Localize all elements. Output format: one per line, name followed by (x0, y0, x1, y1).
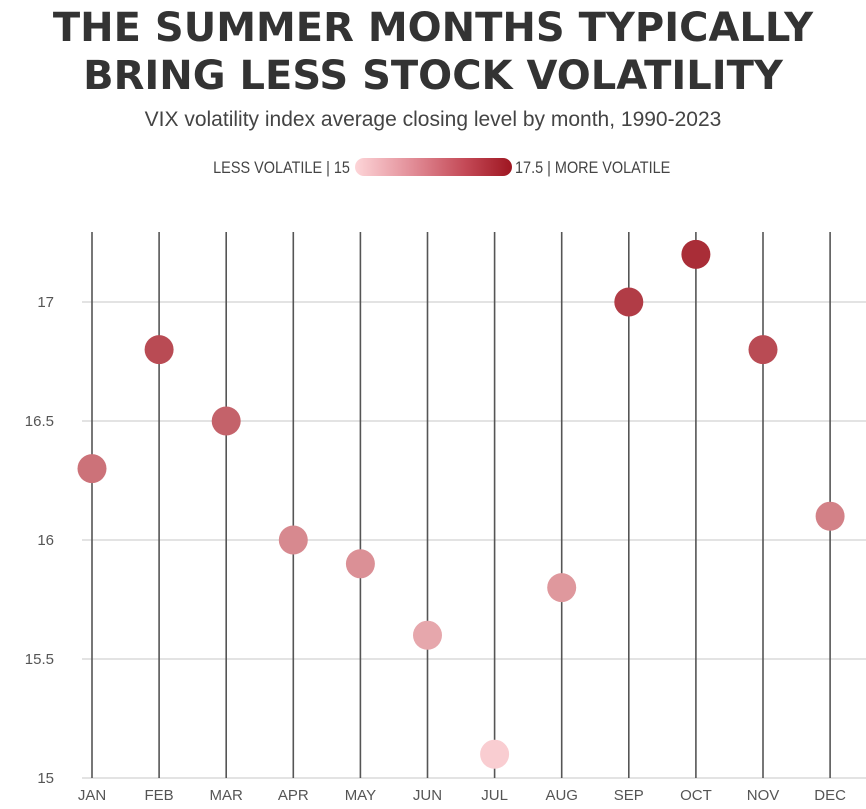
y-tick-label: 16.5 (25, 413, 54, 430)
y-tick-label: 16 (37, 532, 54, 549)
legend-high-label: 17.5 | MORE VOLATILE (515, 158, 671, 177)
chart-subtitle: VIX volatility index average closing lev… (144, 108, 722, 131)
data-point-may (345, 549, 375, 579)
x-tick-label-jan: JAN (78, 787, 106, 804)
y-tick-label: 15.5 (25, 651, 54, 668)
legend-low-label: LESS VOLATILE | 15 (213, 158, 350, 177)
y-axis-ticks: 15 15.5 16 16.5 17 (25, 294, 54, 787)
data-point-apr (278, 525, 308, 555)
data-point-jan (77, 454, 107, 484)
y-tick-label: 15 (37, 770, 54, 787)
y-tick-label: 17 (37, 294, 54, 311)
x-tick-label-dec: DEC (814, 787, 846, 804)
data-point-mar (211, 406, 241, 436)
x-tick-label-apr: APR (278, 787, 309, 804)
data-point-dec (815, 501, 845, 531)
color-legend: LESS VOLATILE | 15 17.5 | MORE VOLATILE (0, 156, 866, 182)
x-tick-label-sep: SEP (614, 787, 644, 804)
x-tick-label-may: MAY (345, 787, 376, 804)
x-axis-ticks: JAN FEB MAR APR MAY JUN JUL AUG SEP OCT NOV DEC (78, 787, 846, 804)
x-tick-label-nov: NOV (747, 787, 780, 804)
data-point-nov (748, 335, 778, 365)
x-tick-label-aug: AUG (545, 787, 578, 804)
data-point-jul (480, 739, 510, 769)
x-tick-label-oct: OCT (680, 787, 712, 804)
data-point-feb (144, 335, 174, 365)
data-point-jun (413, 620, 442, 650)
x-tick-label-feb: FEB (145, 787, 174, 804)
data-points (77, 239, 845, 769)
data-point-oct (681, 239, 711, 269)
chart-title-line-1: THE SUMMER MONTHS TYPICALLY (52, 5, 814, 51)
legend-gradient-bar (355, 158, 512, 176)
x-tick-label-jul: JUL (481, 787, 508, 804)
data-point-aug (547, 573, 577, 603)
x-tick-label-mar: MAR (210, 787, 244, 804)
data-point-sep (614, 287, 644, 317)
x-tick-label-jun: JUN (413, 787, 442, 804)
grid-layer (82, 232, 866, 779)
chart-title-line-2: BRING LESS STOCK VOLATILITY (83, 53, 783, 99)
